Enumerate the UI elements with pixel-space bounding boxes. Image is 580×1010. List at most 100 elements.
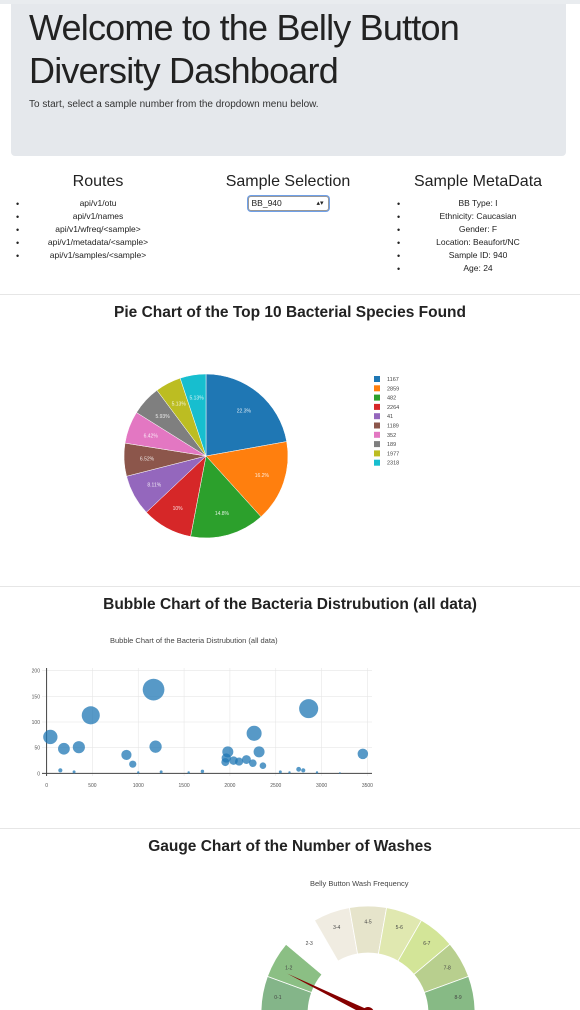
- routes-heading: Routes: [72, 173, 124, 190]
- bubble-point: [137, 771, 140, 774]
- pie-slice-label: 5.13%: [189, 396, 204, 402]
- bubble-point: [142, 678, 165, 701]
- pie-slice: [179, 373, 207, 457]
- pie-chart: 22.3%16.2%14.8%10%8.11%6.52%6.42%5.93%5.…: [123, 373, 399, 539]
- metadata-item: Sample ID: 940: [418, 249, 538, 262]
- pie-slice-label: 6.52%: [140, 457, 155, 463]
- route-item: api/v1/wfreq/<sample>: [38, 223, 158, 236]
- gauge-chart: Belly Button Wash Frequency 0-1 1-2 2-3 3-4 4…: [260, 879, 476, 1010]
- pie-slice: [205, 441, 289, 518]
- bubble-point: [288, 771, 291, 774]
- page-subtitle: To start, select a sample number from th…: [29, 99, 319, 110]
- bubble-point: [159, 770, 163, 774]
- bubble-point: [301, 768, 306, 773]
- legend-label: 1189: [387, 424, 399, 430]
- gauge-segment-label: 7-8: [444, 965, 451, 971]
- route-item: api/v1/samples/<sample>: [38, 249, 158, 262]
- y-tick-label: 150: [32, 694, 41, 700]
- y-tick-label: 200: [32, 669, 41, 675]
- bubble-point: [249, 759, 257, 767]
- sample-dropdown-value: BB_940: [251, 198, 282, 208]
- gauge-needle-hub: [362, 1007, 374, 1010]
- legend-label: 2859: [387, 386, 399, 392]
- bubble-point: [200, 769, 205, 774]
- bubble-point: [72, 741, 85, 754]
- y-tick-label: 0: [37, 771, 40, 777]
- bubble-point: [253, 746, 265, 758]
- x-tick-label: 0: [45, 783, 48, 789]
- metadata-heading: Sample MetaData: [413, 173, 543, 190]
- metadata-item: Ethnicity: Caucasian: [418, 210, 538, 223]
- bubble-point: [299, 699, 319, 719]
- bubble-point: [121, 749, 132, 761]
- pie-slice-label: 10%: [173, 506, 184, 512]
- pie-slice: [190, 455, 262, 539]
- bubble-chart: Bubble Chart of the Bacteria Distrubutio…: [32, 636, 374, 789]
- legend-swatch: [374, 394, 380, 401]
- bubble-point: [43, 729, 58, 745]
- legend-label: 41: [387, 414, 393, 420]
- gauge-segment-label: 2-3: [306, 941, 313, 947]
- pie-section-title: Pie Chart of the Top 10 Bacterial Specie…: [114, 304, 466, 321]
- bubble-point: [296, 766, 302, 772]
- metadata-item: BB Type: I: [418, 197, 538, 210]
- divider: [0, 586, 580, 587]
- pie-slice-label: 5.13%: [172, 402, 187, 408]
- gauge-segment-label: 0-1: [274, 995, 281, 1001]
- legend-swatch: [374, 441, 380, 448]
- legend-label: 1977: [387, 451, 399, 457]
- x-tick-label: 3000: [316, 783, 327, 789]
- bubble-chart-title: Bubble Chart of the Bacteria Distrubutio…: [110, 636, 278, 645]
- metadata-column: Sample MetaData BB Type: I Ethnicity: Ca…: [414, 173, 542, 275]
- metadata-list: BB Type: I Ethnicity: Caucasian Gender: …: [418, 197, 538, 275]
- metadata-item: Age: 24: [418, 262, 538, 275]
- bubble-point: [315, 771, 319, 774]
- legend-label: 189: [387, 442, 396, 448]
- x-tick-label: 1000: [133, 783, 144, 789]
- metadata-item: Location: Beaufort/NC: [418, 236, 538, 249]
- gauge-segment-label: 5-6: [396, 925, 403, 931]
- selection-heading: Sample Selection: [225, 173, 351, 190]
- pie-slice-label: 6.42%: [144, 433, 159, 439]
- bubble-point: [149, 740, 162, 753]
- x-tick-label: 2500: [270, 783, 281, 789]
- x-tick-label: 3500: [362, 783, 373, 789]
- bubble-point: [259, 762, 267, 770]
- bubble-point: [241, 755, 251, 764]
- x-tick-label: 1500: [179, 783, 190, 789]
- bubble-point: [278, 770, 282, 774]
- legend-label: 352: [387, 433, 396, 439]
- pie-slice-label: 22.3%: [237, 409, 252, 415]
- bubble-point: [58, 768, 63, 773]
- gauge-segment-label: 8-9: [454, 995, 461, 1001]
- route-item: api/v1/names: [38, 210, 158, 223]
- gauge-segment-label: 4-5: [364, 920, 371, 926]
- divider: [0, 828, 580, 829]
- bubble-point: [357, 748, 369, 760]
- gauge-segment-label: 3-4: [333, 925, 340, 931]
- sample-dropdown[interactable]: BB_940 ▴▾: [247, 196, 329, 211]
- selection-column: Sample Selection BB_940 ▴▾: [210, 173, 366, 211]
- page-title: Welcome to the Belly Button Diversity Da…: [29, 7, 460, 91]
- legend-swatch: [374, 413, 380, 420]
- pie-slice-label: 16.2%: [255, 473, 270, 479]
- pie-slice: [205, 373, 288, 457]
- legend-label: 2264: [387, 405, 399, 411]
- route-item: api/v1/otu: [38, 197, 158, 210]
- pie-slice-label: 14.8%: [215, 511, 230, 517]
- pie-slice-label: 8.11%: [147, 482, 161, 488]
- metadata-item: Gender: F: [418, 223, 538, 236]
- gauge-needle: [287, 973, 369, 1010]
- gauge-chart-title: Belly Button Wash Frequency: [310, 879, 409, 888]
- bubble-point: [58, 742, 70, 755]
- bubble-point: [235, 757, 244, 766]
- legend-swatch: [374, 385, 380, 392]
- y-tick-label: 100: [32, 720, 41, 726]
- legend-swatch: [374, 431, 380, 438]
- y-tick-label: 50: [34, 746, 40, 752]
- bubble-point: [187, 771, 190, 774]
- x-tick-label: 500: [88, 783, 97, 789]
- legend-swatch: [374, 459, 380, 466]
- bubble-point: [72, 770, 76, 774]
- header-jumbotron: Welcome to the Belly Button Diversity Da…: [11, 4, 566, 156]
